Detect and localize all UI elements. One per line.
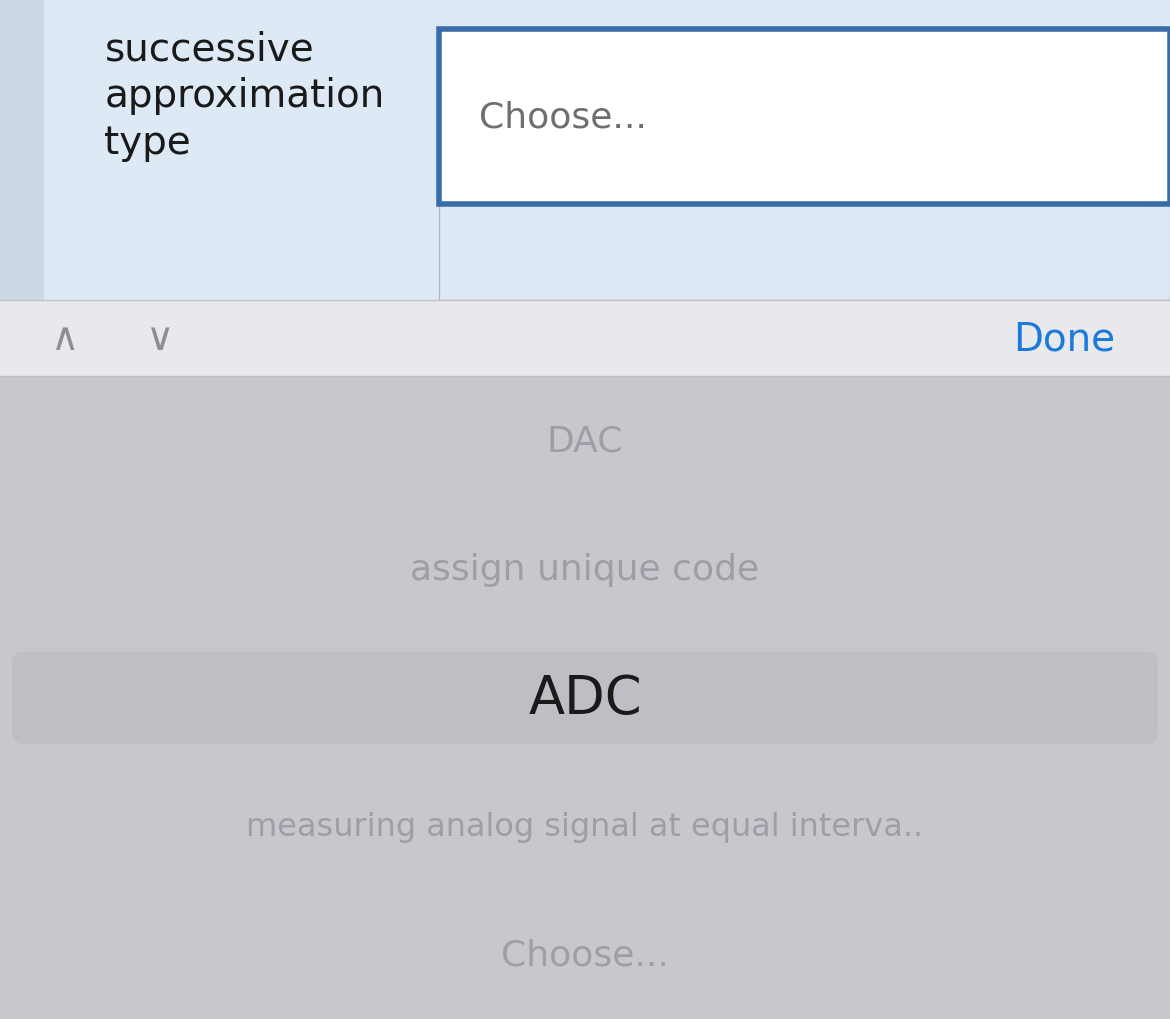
Bar [440,30,1170,205]
Bar [44,0,1170,301]
FancyBboxPatch shape [12,652,1158,744]
Bar [0,377,1170,1019]
Text: ADC: ADC [528,673,642,723]
Text: ∨: ∨ [146,320,174,358]
Text: Choose...: Choose... [480,101,647,135]
Text: Done: Done [1013,320,1115,358]
Bar [440,184,1170,301]
Text: DAC: DAC [546,424,624,459]
Text: Choose...: Choose... [501,937,669,972]
Text: ∧: ∧ [50,320,80,358]
Text: assign unique code: assign unique code [411,552,759,587]
Text: successive
approximation
type: successive approximation type [104,30,385,162]
Bar [0,301,1170,377]
Text: measuring analog signal at equal interva..: measuring analog signal at equal interva… [247,811,923,842]
Bar [0,0,44,301]
